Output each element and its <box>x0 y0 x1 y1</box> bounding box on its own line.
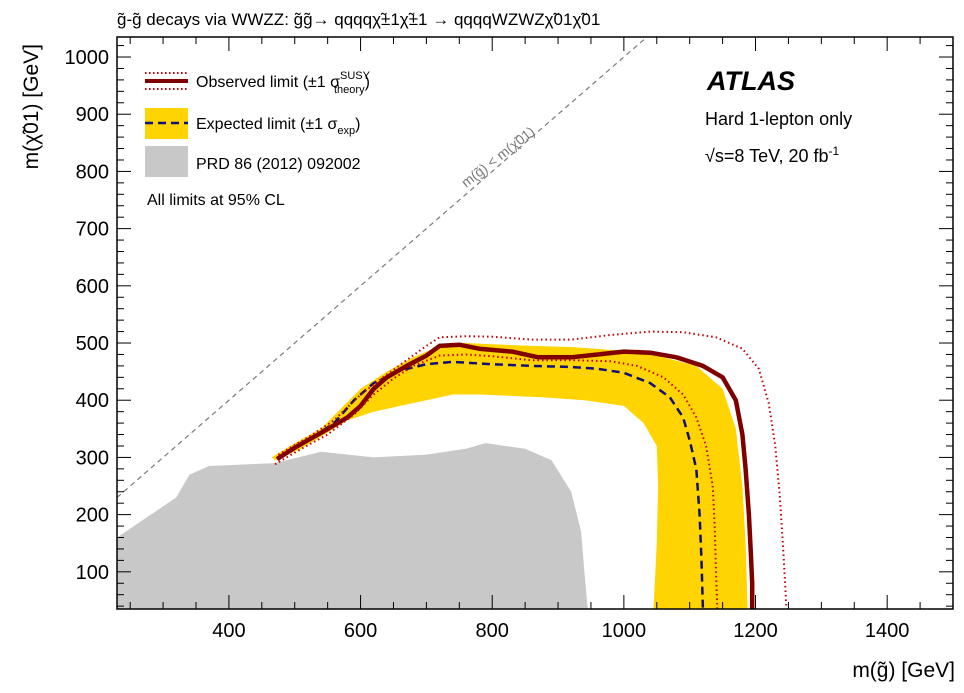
y-tick-label: 200 <box>76 505 109 527</box>
plot-frame <box>116 36 954 610</box>
series-kinematic-limit <box>117 37 648 498</box>
legend-observed-sub: theory <box>334 84 365 96</box>
x-axis-label: m(g̃) [GeV] <box>852 659 955 682</box>
legend-expected-text: Expected limit (±1 σ <box>196 116 337 133</box>
y-tick-label: 700 <box>76 219 109 241</box>
x-tick-label: 1200 <box>733 620 778 642</box>
legend-item-observed: Observed limit (±1 σSUSY theory) <box>145 70 371 96</box>
y-tick-label: 300 <box>76 447 109 469</box>
series-observed-limit <box>275 342 755 609</box>
series-observed-1 <box>274 353 719 609</box>
legend-expected-close: ) <box>355 116 360 133</box>
legend: Observed limit (±1 σSUSY theory) Expected… <box>145 70 371 177</box>
series-expected-band <box>271 343 748 609</box>
y-tick-label: 400 <box>76 390 109 412</box>
y-axis-label: m(χ̃01) [GeV] <box>20 44 43 169</box>
series-observed-1 <box>277 330 788 609</box>
legend-prd-box <box>145 146 188 177</box>
legend-observed-sup: SUSY <box>340 70 371 82</box>
legend-observed-text: Observed limit (±1 σ <box>196 74 340 91</box>
legend-expected-sub: exp <box>337 125 355 137</box>
legend-observed-close: ) <box>365 74 370 91</box>
legend-item-prd: PRD 86 (2012) 092002 <box>145 146 361 177</box>
y-tick-label: 900 <box>76 104 109 126</box>
energy-text: √s=8 TeV, 20 fb <box>705 146 828 166</box>
y-tick-label: 100 <box>76 562 109 584</box>
x-tick-label: 400 <box>212 620 245 642</box>
y-tick-label: 800 <box>76 161 109 183</box>
diagonal-label: m(g̃) < m(χ̃01) <box>458 123 538 190</box>
chart-title: g̃-g̃ decays via WWZZ: g̃g̃→ qqqqχ̃±1χ̃±… <box>117 10 600 29</box>
x-axis: 400 600 800 1000 1200 1400 <box>129 37 954 642</box>
lines-layer <box>117 37 788 609</box>
legend-prd-label: PRD 86 (2012) 092002 <box>196 156 361 173</box>
y-tick-label: 500 <box>76 333 109 355</box>
series-expected-limit <box>277 360 705 609</box>
energy-label: √s=8 TeV, 20 fb-1 <box>705 144 839 166</box>
cl-note: All limits at 95% CL <box>147 192 285 209</box>
x-tick-label: 600 <box>344 620 377 642</box>
analysis-label: Hard 1-lepton only <box>705 109 852 129</box>
x-tick-label: 800 <box>476 620 509 642</box>
regions-layer <box>117 343 748 609</box>
x-tick-label: 1000 <box>602 620 647 642</box>
legend-observed-label: Observed limit (±1 σSUSY theory) <box>196 70 371 96</box>
legend-item-expected: Expected limit (±1 σexp) <box>145 108 360 139</box>
atlas-label: ATLAS <box>706 66 795 96</box>
lumi-exponent: -1 <box>828 144 839 158</box>
y-axis: 100 200 300 400 500 600 700 800 900 1000 <box>65 45 953 607</box>
y-tick-label: 600 <box>76 276 109 298</box>
series-prd-86-2012-092002 <box>117 443 588 609</box>
x-tick-label: 1400 <box>865 620 910 642</box>
legend-expected-label: Expected limit (±1 σexp) <box>196 116 360 137</box>
y-tick-label: 1000 <box>65 47 110 69</box>
